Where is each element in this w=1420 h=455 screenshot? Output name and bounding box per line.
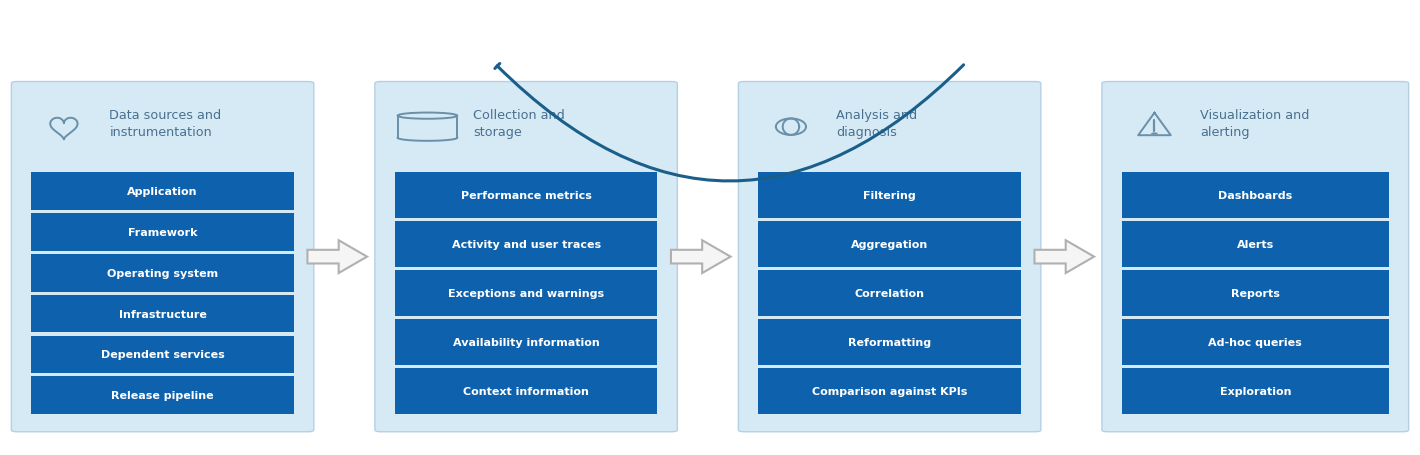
FancyBboxPatch shape <box>395 173 657 218</box>
Text: Aggregation: Aggregation <box>851 240 929 250</box>
Polygon shape <box>670 241 730 273</box>
Text: Comparison against KPIs: Comparison against KPIs <box>812 386 967 396</box>
Text: Data sources and
instrumentation: Data sources and instrumentation <box>109 109 222 139</box>
FancyBboxPatch shape <box>375 82 677 432</box>
FancyBboxPatch shape <box>31 213 294 251</box>
FancyBboxPatch shape <box>758 369 1021 414</box>
Polygon shape <box>1034 241 1095 273</box>
Text: Context information: Context information <box>463 386 589 396</box>
Text: Exceptions and warnings: Exceptions and warnings <box>449 288 604 298</box>
Text: Exploration: Exploration <box>1220 386 1291 396</box>
Text: Activity and user traces: Activity and user traces <box>452 240 601 250</box>
Polygon shape <box>308 241 366 273</box>
Text: Analysis and
diagnosis: Analysis and diagnosis <box>836 109 917 139</box>
FancyBboxPatch shape <box>1122 369 1389 414</box>
FancyBboxPatch shape <box>1122 222 1389 268</box>
Text: Reformatting: Reformatting <box>848 337 932 347</box>
Text: Dashboards: Dashboards <box>1218 191 1292 201</box>
FancyBboxPatch shape <box>395 319 657 365</box>
FancyBboxPatch shape <box>758 271 1021 316</box>
Text: Correlation: Correlation <box>855 288 924 298</box>
FancyBboxPatch shape <box>1122 271 1389 316</box>
Text: Reports: Reports <box>1231 288 1279 298</box>
FancyBboxPatch shape <box>395 369 657 414</box>
FancyBboxPatch shape <box>11 82 314 432</box>
FancyBboxPatch shape <box>758 319 1021 365</box>
FancyBboxPatch shape <box>738 82 1041 432</box>
FancyBboxPatch shape <box>31 377 294 414</box>
Text: Infrastructure: Infrastructure <box>119 309 206 319</box>
Text: Release pipeline: Release pipeline <box>111 390 214 400</box>
FancyBboxPatch shape <box>31 295 294 333</box>
Text: Application: Application <box>128 187 197 197</box>
Text: Operating system: Operating system <box>106 268 219 278</box>
Text: Dependent services: Dependent services <box>101 349 224 359</box>
FancyBboxPatch shape <box>31 336 294 373</box>
Text: Collection and
storage: Collection and storage <box>473 109 565 139</box>
FancyBboxPatch shape <box>1122 319 1389 365</box>
FancyBboxPatch shape <box>395 222 657 268</box>
FancyBboxPatch shape <box>31 254 294 292</box>
Circle shape <box>1152 133 1157 135</box>
FancyBboxPatch shape <box>31 173 294 210</box>
FancyBboxPatch shape <box>758 173 1021 218</box>
Text: Ad-hoc queries: Ad-hoc queries <box>1208 337 1302 347</box>
Text: Alerts: Alerts <box>1237 240 1274 250</box>
Text: Performance metrics: Performance metrics <box>460 191 592 201</box>
Text: Framework: Framework <box>128 228 197 238</box>
FancyBboxPatch shape <box>1122 173 1389 218</box>
Text: Availability information: Availability information <box>453 337 599 347</box>
Text: Visualization and
alerting: Visualization and alerting <box>1200 109 1309 139</box>
Text: Filtering: Filtering <box>863 191 916 201</box>
FancyBboxPatch shape <box>395 271 657 316</box>
FancyBboxPatch shape <box>1102 82 1409 432</box>
FancyBboxPatch shape <box>758 222 1021 268</box>
